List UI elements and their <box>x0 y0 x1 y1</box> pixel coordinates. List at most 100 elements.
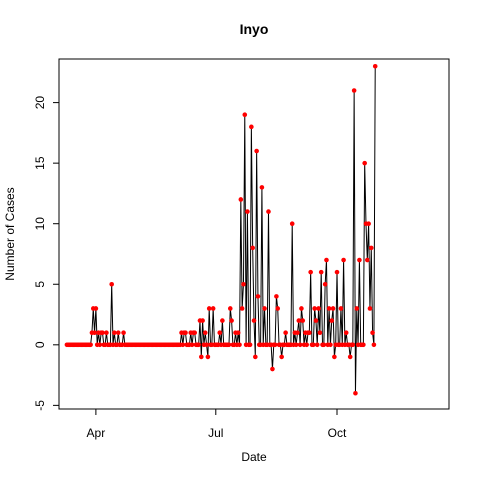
data-point <box>192 330 198 336</box>
data-point <box>274 294 279 299</box>
data-point <box>254 148 259 154</box>
y-tick-label: 0 <box>33 341 47 348</box>
data-point <box>115 330 121 336</box>
data-point <box>189 342 195 348</box>
data-point <box>368 245 374 251</box>
data-point <box>259 185 265 190</box>
data-point <box>324 257 329 263</box>
data-point <box>229 318 234 323</box>
data-point <box>330 306 336 311</box>
data-point <box>183 330 188 336</box>
data-point <box>365 257 370 263</box>
data-point <box>279 354 284 360</box>
data-point <box>351 88 357 93</box>
data-point <box>245 209 250 214</box>
data-point <box>199 354 204 360</box>
data-point <box>366 221 371 227</box>
data-point <box>238 197 244 202</box>
data-point <box>204 342 209 348</box>
chart-title: Inyo <box>240 21 269 37</box>
data-point <box>270 366 275 372</box>
data-point <box>334 269 340 275</box>
data-point <box>250 245 255 251</box>
data-point <box>300 318 306 323</box>
data-point <box>326 306 332 311</box>
y-tick-label: -5 <box>33 400 47 411</box>
data-point <box>316 306 321 311</box>
y-tick-label: 5 <box>33 281 47 288</box>
data-point <box>350 342 356 348</box>
data-point <box>338 306 344 311</box>
data-point <box>295 330 300 336</box>
data-point <box>354 306 360 311</box>
data-point <box>93 306 99 311</box>
data-point <box>314 342 320 348</box>
x-tick-label: Jul <box>208 426 223 440</box>
data-point <box>367 306 373 311</box>
data-point <box>332 354 337 360</box>
y-tick-label: 15 <box>33 156 47 170</box>
data-point <box>104 330 109 336</box>
data-point <box>283 330 288 336</box>
data-point <box>247 342 253 348</box>
x-axis-label: Date <box>241 450 267 464</box>
data-point <box>235 330 241 336</box>
data-point <box>304 342 310 348</box>
y-tick-label: 20 <box>33 96 47 110</box>
data-point <box>196 342 201 348</box>
data-point <box>362 160 367 166</box>
data-point <box>205 354 211 360</box>
data-point <box>92 330 97 336</box>
data-point <box>371 342 377 348</box>
data-point <box>361 342 366 348</box>
data-point <box>272 342 278 348</box>
data-point <box>121 330 126 336</box>
data-point <box>88 342 93 348</box>
data-point <box>262 306 267 311</box>
x-tick-label: Oct <box>328 426 347 440</box>
data-point <box>100 330 105 336</box>
data-point <box>220 318 225 323</box>
data-point <box>321 342 327 348</box>
data-point <box>109 281 114 287</box>
data-point <box>312 306 317 311</box>
data-point <box>239 306 245 311</box>
data-point <box>370 330 375 336</box>
data-point <box>217 330 223 336</box>
data-point <box>253 354 258 360</box>
data-point <box>313 318 319 323</box>
data-point <box>372 63 378 69</box>
data-point <box>251 318 257 323</box>
y-axis-label: Number of Cases <box>3 187 17 280</box>
data-point <box>180 342 186 348</box>
data-point <box>347 354 353 360</box>
data-point <box>299 306 304 311</box>
data-point <box>226 342 232 348</box>
data-point <box>307 330 312 336</box>
data-point <box>318 269 324 275</box>
data-point <box>353 390 358 396</box>
data-point <box>329 318 335 323</box>
data-point <box>249 124 254 130</box>
x-tick-label: Apr <box>87 426 106 440</box>
x-axis: Apr Jul Oct <box>87 408 347 440</box>
y-tick-label: 10 <box>33 217 47 231</box>
data-point <box>308 269 313 275</box>
data-point <box>341 257 346 263</box>
data-point <box>210 306 216 311</box>
data-point <box>293 342 299 348</box>
data-point <box>237 342 242 348</box>
data-point <box>255 294 261 299</box>
data-point <box>322 281 328 287</box>
data-point <box>112 330 117 336</box>
data-point <box>206 306 212 311</box>
data-point <box>242 112 248 118</box>
data-point <box>317 330 323 336</box>
data-point <box>296 318 302 323</box>
data-point <box>227 306 233 311</box>
data-point <box>275 306 281 311</box>
y-axis: -5 0 5 10 15 20 <box>33 96 60 411</box>
data-point <box>310 342 316 348</box>
data-point <box>297 342 303 348</box>
